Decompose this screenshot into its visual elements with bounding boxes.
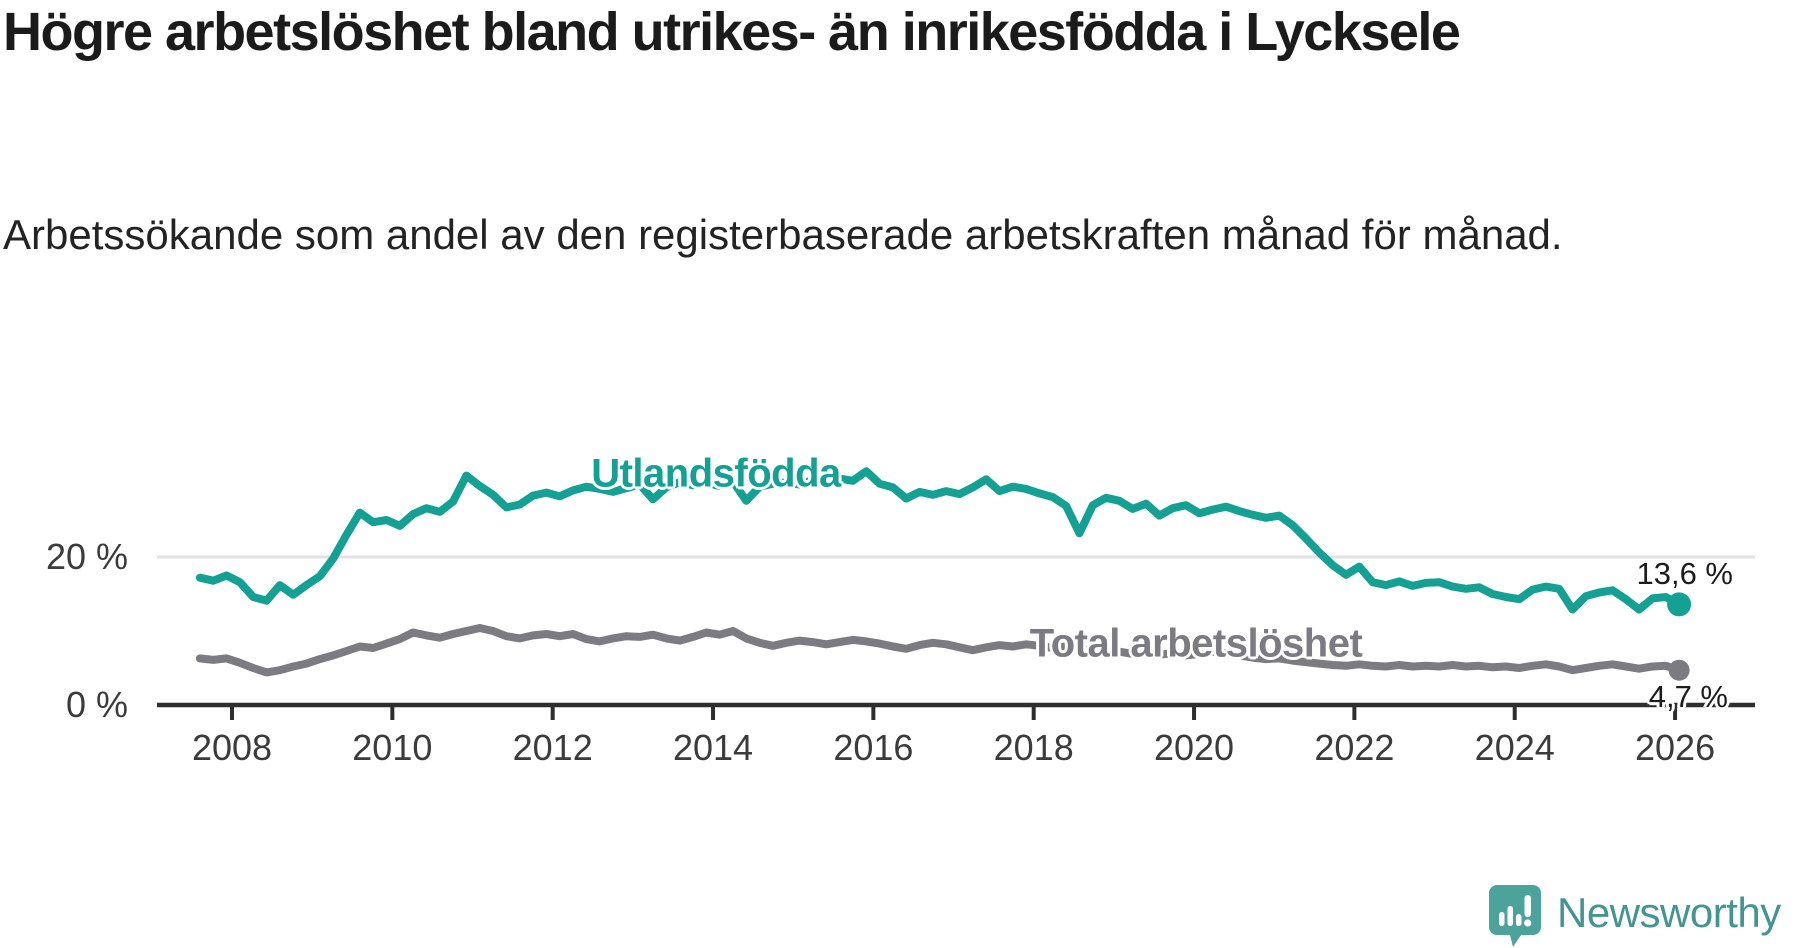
x-tick-label-2022: 2022 (1314, 727, 1395, 768)
x-tick-label-2012: 2012 (512, 727, 593, 768)
x-tick-label-2008: 2008 (191, 727, 273, 768)
series-label-utlandsfodda: Utlandsfödda (591, 451, 841, 496)
end-value-label-total: 4,7 % (1648, 679, 1728, 714)
newsworthy-speech-bubble-bar-chart-icon (1489, 885, 1541, 947)
series-end-dot-total-arbetsloshet (1668, 659, 1690, 681)
series-line-utlandsfodda (195, 467, 1684, 614)
x-tick-label-2014: 2014 (672, 727, 754, 768)
page-title: Högre arbetslöshet bland utrikes- än inr… (3, 2, 1461, 62)
newsworthy-logo-text: Newsworthy (1557, 889, 1781, 936)
y-tick-label-20: 20 % (45, 536, 128, 577)
x-tick-label-2010: 2010 (352, 727, 433, 768)
end-value-label-utlandsfodda: 13,6 % (1636, 556, 1733, 591)
x-tick-label-2024: 2024 (1474, 727, 1555, 768)
x-tick-label-2026: 2026 (1635, 727, 1716, 768)
series-end-dot-utlandsfodda (1667, 592, 1692, 617)
series-label-total-arbetsloshet: Total arbetslöshet (1029, 621, 1363, 666)
chart-subtitle: Arbetssökande som andel av den registerb… (3, 211, 1563, 258)
series-line-total-arbetsloshet (195, 624, 1684, 677)
y-tick-label-0: 0 % (65, 684, 128, 725)
x-tick-label-2020: 2020 (1153, 727, 1235, 768)
x-tick-label-2018: 2018 (993, 727, 1074, 768)
x-tick-label-2016: 2016 (833, 727, 914, 768)
newsworthy-logo[interactable]: Newsworthy (1488, 884, 1781, 948)
